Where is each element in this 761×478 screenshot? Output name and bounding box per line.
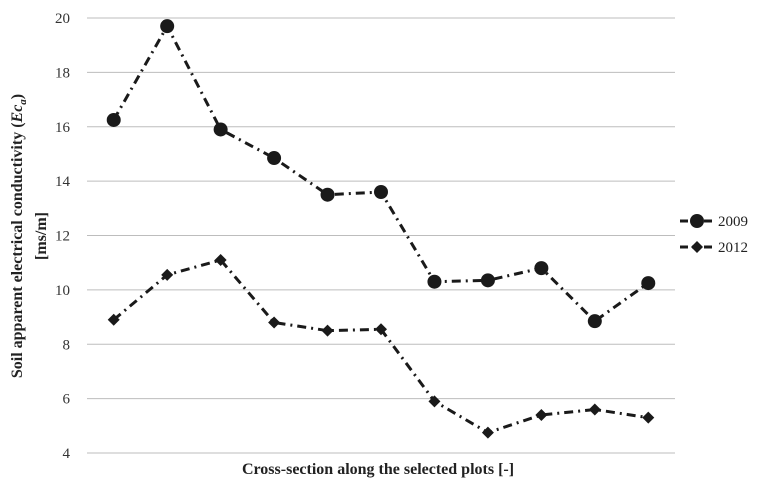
data-point-diamond <box>481 426 494 439</box>
data-point-circle <box>641 276 656 291</box>
y-axis-title: Soil apparent electrical conductivity (E… <box>9 94 29 378</box>
data-point-diamond <box>107 313 120 326</box>
y-tick-label: 6 <box>63 392 71 408</box>
data-point-diamond <box>214 253 227 266</box>
data-point-circle <box>106 112 121 127</box>
y-axis-title-symbol: Ec <box>9 105 26 124</box>
data-point-circle <box>427 274 442 289</box>
data-point-diamond <box>535 408 548 421</box>
series-2012 <box>107 253 655 439</box>
series-line <box>112 23 650 324</box>
y-axis-title-close: ) <box>9 94 26 99</box>
y-tick-label: 18 <box>55 65 70 81</box>
data-point-circle <box>480 273 495 288</box>
data-point-circle <box>213 122 228 137</box>
series-line <box>112 258 649 435</box>
legend-entry-2012: 2012 <box>680 240 748 256</box>
data-point-circle <box>267 151 282 166</box>
data-point-circle <box>534 261 549 276</box>
y-tick-label: 10 <box>55 283 70 299</box>
legend-label: 2009 <box>718 214 748 230</box>
y-tick-label: 20 <box>55 11 70 27</box>
y-axis-ticks: 4 6 8 10 12 14 16 18 20 <box>55 11 71 462</box>
y-axis-title-main: Soil apparent electrical conductivity ( <box>9 122 26 378</box>
data-point-diamond <box>161 268 174 281</box>
data-point-circle <box>374 185 388 199</box>
y-tick-label: 14 <box>55 174 71 190</box>
data-point-circle <box>320 187 335 202</box>
series-layer <box>106 19 656 439</box>
y-tick-label: 16 <box>55 120 71 136</box>
data-point-circle <box>160 19 175 34</box>
data-point-circle <box>587 314 602 329</box>
series-2009 <box>106 19 656 329</box>
gridlines <box>87 17 675 454</box>
y-tick-label: 8 <box>63 337 71 353</box>
data-point-diamond <box>588 403 601 416</box>
y-tick-label: 12 <box>55 229 70 245</box>
legend-label: 2012 <box>718 240 748 256</box>
y-axis-title-subscript: a <box>17 99 29 105</box>
data-point-diamond <box>375 323 387 336</box>
legend: 2009 2012 <box>680 214 748 256</box>
legend-marker <box>691 241 703 253</box>
y-axis-unit: [ms/m] <box>33 212 50 260</box>
data-point-diamond <box>268 316 281 329</box>
y-tick-label: 4 <box>63 446 71 462</box>
legend-marker <box>690 214 704 228</box>
data-point-diamond <box>642 411 655 424</box>
data-point-diamond <box>428 395 441 408</box>
x-axis-title: Cross-section along the selected plots [… <box>242 461 514 478</box>
data-point-diamond <box>321 324 334 337</box>
legend-entry-2009: 2009 <box>680 214 748 230</box>
